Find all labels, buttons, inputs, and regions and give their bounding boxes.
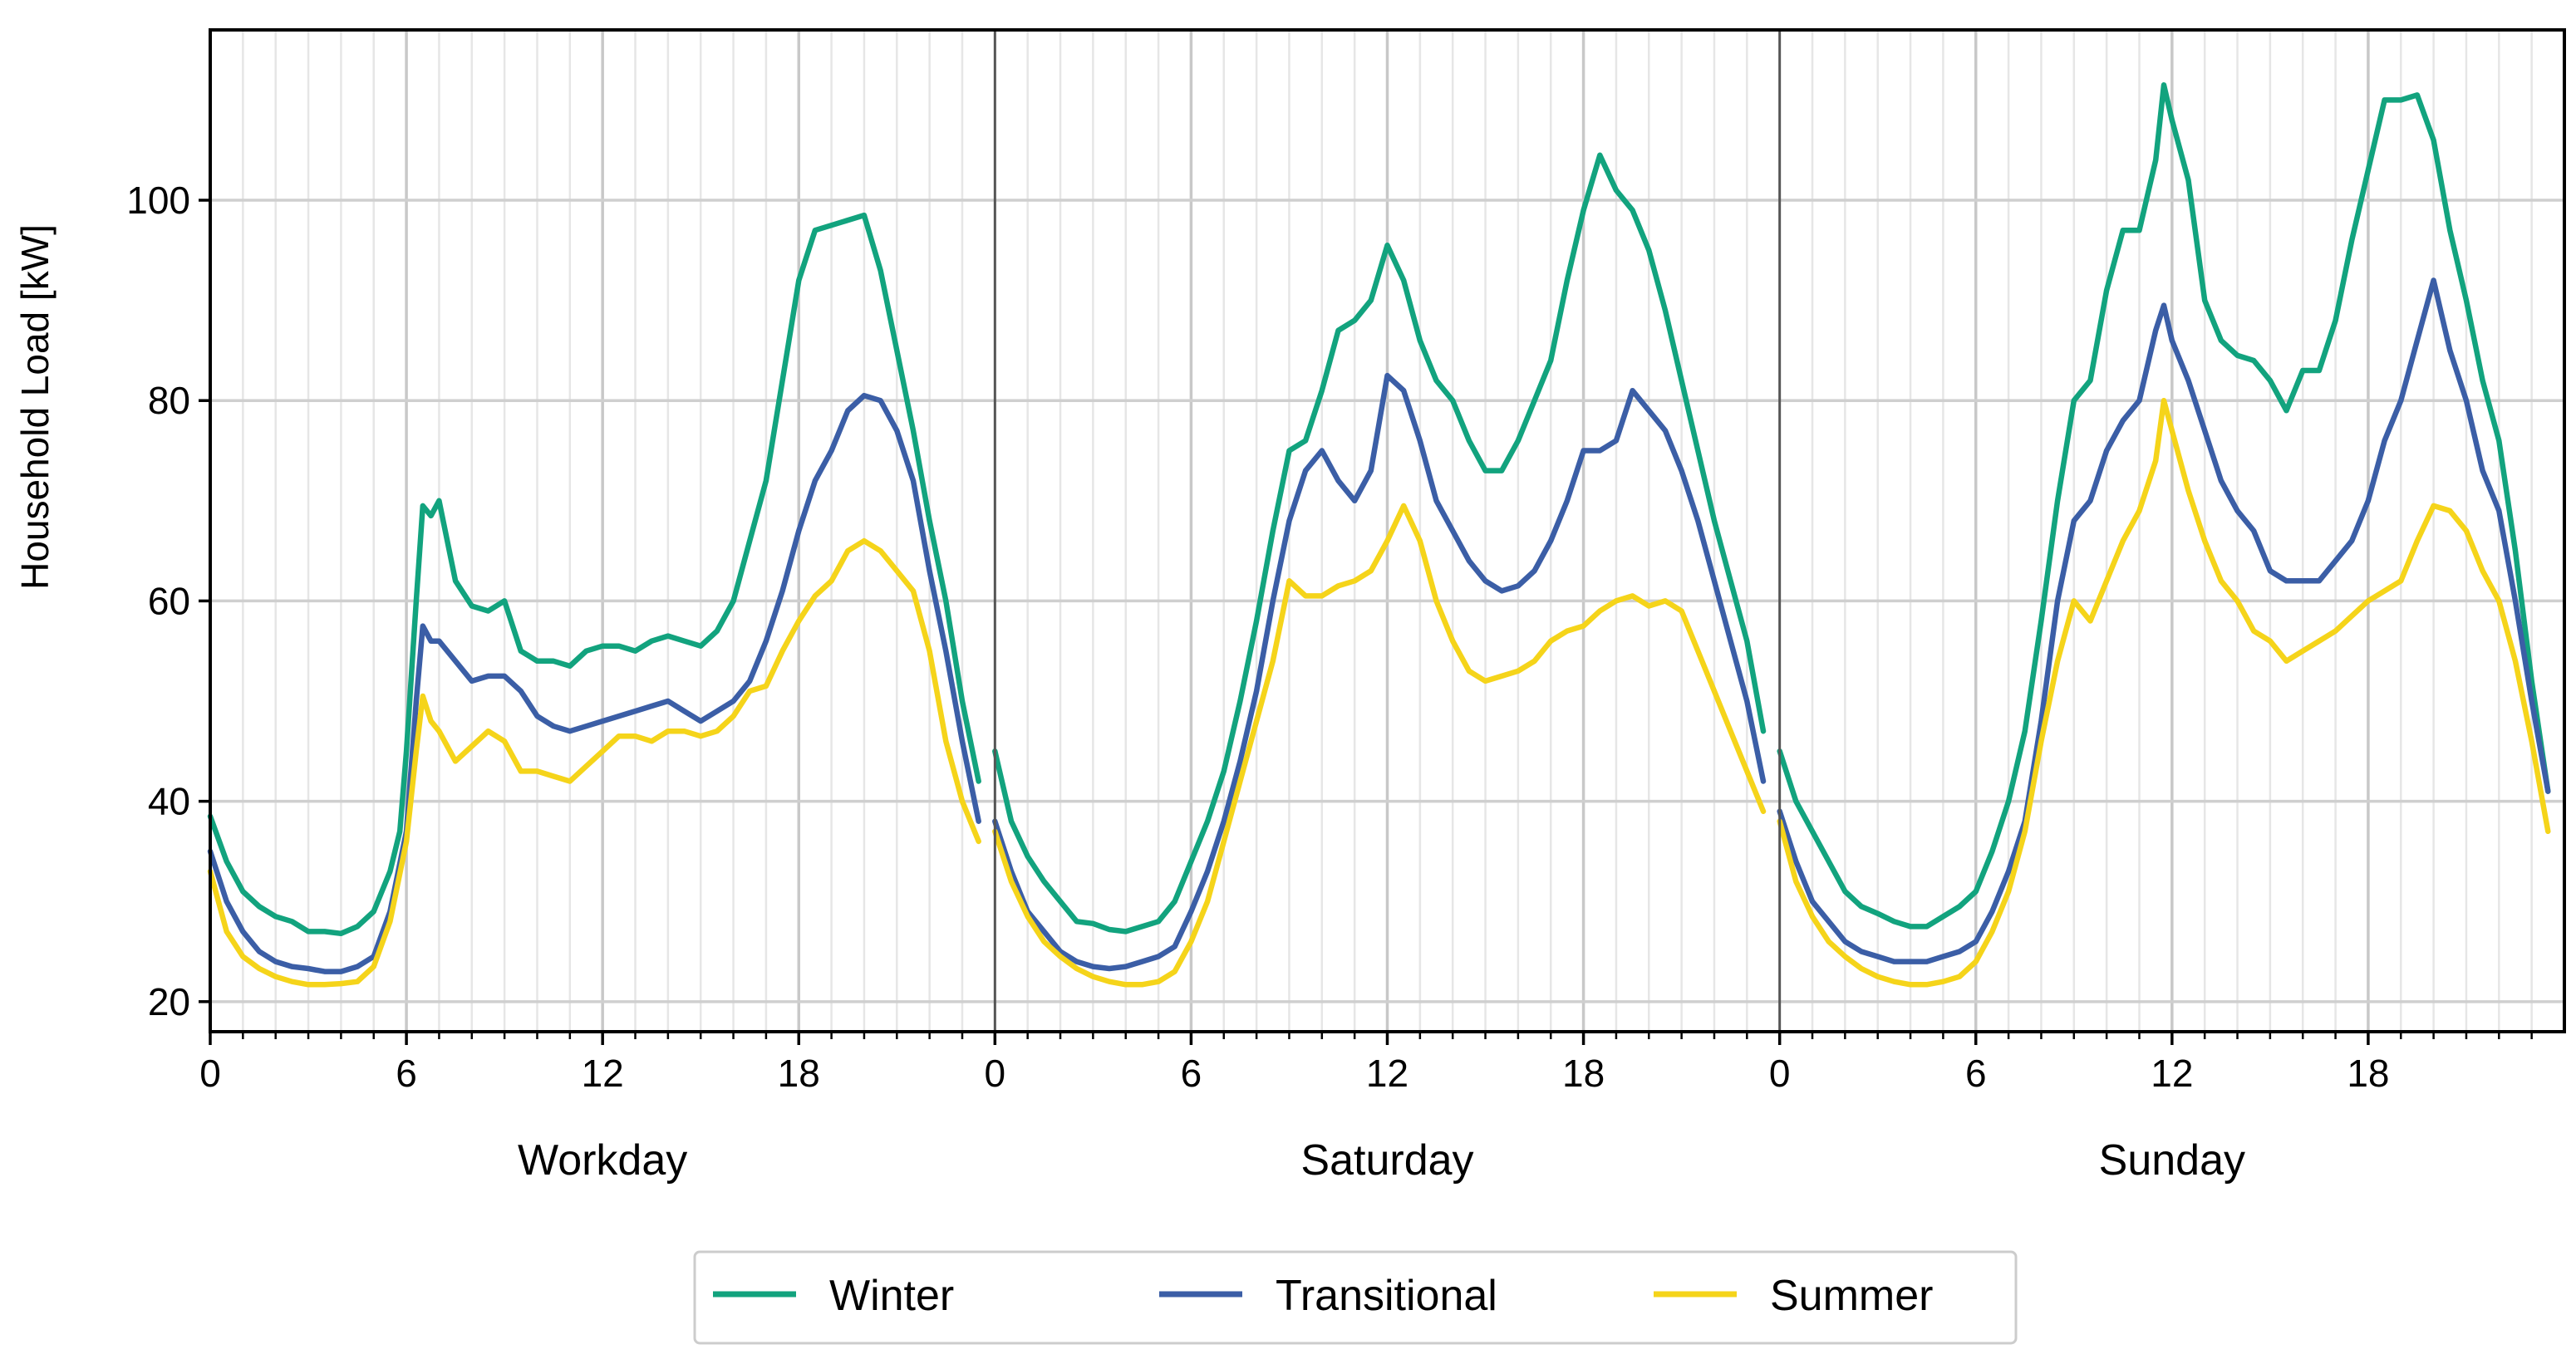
x-tick-label: 6 (396, 1052, 417, 1095)
series-line-workday-winter (207, 212, 981, 937)
x-tick-label: 0 (985, 1052, 1006, 1095)
grid-layer (210, 30, 2564, 1032)
x-tick-label: 6 (1181, 1052, 1202, 1095)
y-tick-label: 20 (148, 980, 190, 1023)
y-tick-label: 80 (148, 379, 190, 422)
legend-label-winter: Winter (829, 1272, 954, 1320)
series-line-saturday-winter (992, 152, 1767, 935)
legend-box (693, 1250, 2018, 1345)
legend-label-transitional: Transitional (1276, 1272, 1497, 1320)
x-tick-label: 18 (1562, 1052, 1605, 1095)
x-tick-label: 12 (582, 1052, 624, 1095)
y-axis-label: Household Load [kW] (13, 224, 57, 590)
series-line-sunday-winter (1777, 82, 2551, 930)
y-tick-label: 60 (148, 579, 190, 622)
series-layer (207, 82, 2551, 988)
x-tick-label: 18 (778, 1052, 820, 1095)
x-tick-label: 12 (1366, 1052, 1408, 1095)
legend: Winter Transitional Summer (693, 1250, 2018, 1345)
series-line-workday-transitional (207, 392, 981, 974)
x-tick-label: 0 (1769, 1052, 1791, 1095)
x-tick-label: 0 (199, 1052, 221, 1095)
series-line-sunday-transitional (1777, 277, 2551, 964)
x-tick-label: 12 (2151, 1052, 2193, 1095)
y-tick-label: 100 (126, 179, 190, 222)
y-tick-label: 40 (148, 780, 190, 823)
series-line-saturday-summer (992, 503, 1767, 988)
frame-layer (199, 28, 2566, 1045)
panel-label-sunday: Sunday (2099, 1136, 2245, 1185)
series-line-workday-summer (207, 537, 981, 988)
series-line-saturday-transitional (992, 372, 1767, 972)
series-line-sunday-summer (1777, 397, 2551, 988)
x-tick-label: 18 (2347, 1052, 2389, 1095)
legend-label-summer: Summer (1770, 1272, 1933, 1320)
panel-label-saturday: Saturday (1300, 1136, 1473, 1185)
x-tick-label: 6 (1965, 1052, 1987, 1095)
panel-label-workday: Workday (518, 1136, 687, 1185)
